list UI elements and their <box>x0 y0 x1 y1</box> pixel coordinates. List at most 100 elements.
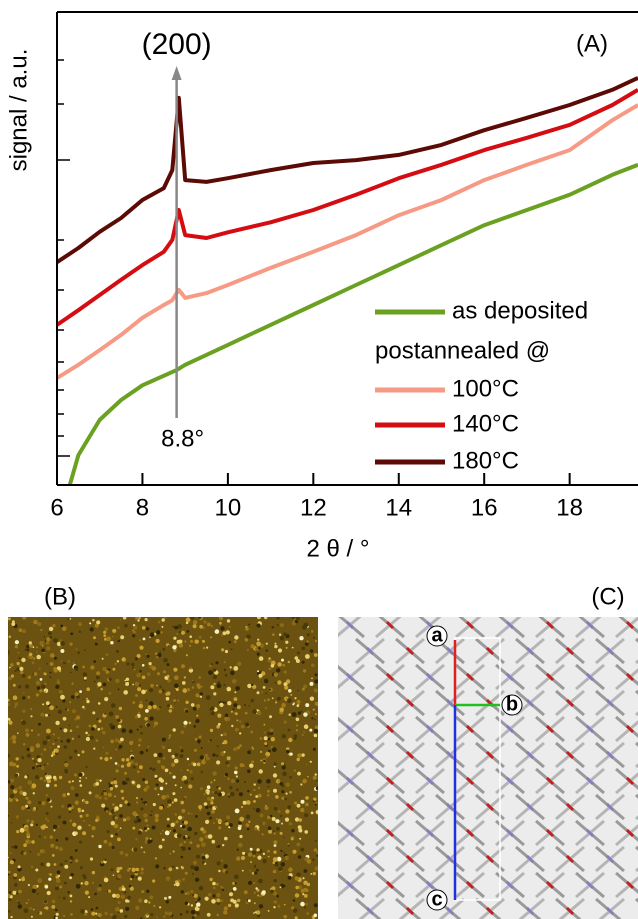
grain <box>238 792 243 797</box>
grain <box>215 805 218 809</box>
grain <box>93 680 96 683</box>
grain <box>94 892 97 896</box>
grain <box>294 817 300 822</box>
grain <box>167 704 171 708</box>
grain <box>172 829 177 833</box>
grain <box>125 816 131 821</box>
grain <box>297 825 302 830</box>
grain <box>110 913 113 916</box>
grain <box>18 685 22 689</box>
bond <box>425 724 435 734</box>
grain <box>114 662 117 665</box>
grain <box>46 826 48 829</box>
grain <box>21 720 26 726</box>
grain <box>309 681 314 686</box>
bond <box>505 724 515 734</box>
grain <box>139 765 143 770</box>
grain <box>155 655 159 659</box>
grain <box>169 852 172 855</box>
grain <box>206 797 211 801</box>
grain <box>70 856 73 859</box>
grain <box>99 884 102 887</box>
grain <box>177 815 183 820</box>
grain <box>58 896 60 899</box>
grain <box>13 873 18 877</box>
grain <box>23 908 29 913</box>
grain <box>272 869 277 874</box>
grain <box>172 625 175 628</box>
grain <box>273 878 277 883</box>
bond <box>625 672 635 682</box>
grain <box>268 829 273 834</box>
grain <box>57 815 62 819</box>
grain <box>276 617 280 620</box>
bond <box>505 620 515 630</box>
grain <box>239 763 244 768</box>
grain <box>18 657 21 659</box>
grain <box>29 748 34 752</box>
grain <box>180 846 183 849</box>
grain <box>37 912 40 914</box>
grain <box>283 764 286 767</box>
grain <box>259 643 265 648</box>
grain <box>306 640 309 643</box>
grain <box>139 750 144 755</box>
grain <box>172 775 176 779</box>
grain <box>127 802 131 807</box>
grain <box>254 871 258 875</box>
grain <box>169 830 172 832</box>
grain <box>71 806 74 809</box>
grain <box>251 683 254 687</box>
bond <box>545 828 555 838</box>
grain <box>194 737 198 741</box>
grain <box>135 905 140 911</box>
grain <box>262 686 266 689</box>
grain <box>187 826 192 832</box>
grain <box>234 882 237 885</box>
grain <box>42 740 48 746</box>
grain <box>291 838 294 841</box>
grain <box>196 707 199 710</box>
grain <box>68 810 71 813</box>
grain <box>281 765 286 770</box>
grain <box>132 701 136 704</box>
grain <box>35 823 38 826</box>
grain <box>203 620 207 624</box>
grain <box>159 786 164 791</box>
grain <box>295 729 299 732</box>
grain <box>144 839 149 844</box>
grain <box>35 763 38 766</box>
grain <box>267 910 270 912</box>
grain <box>209 816 213 820</box>
grain <box>161 745 164 748</box>
grain <box>43 764 46 766</box>
grain <box>16 830 20 834</box>
grain <box>19 666 24 672</box>
grain <box>85 731 88 735</box>
grain <box>114 738 119 742</box>
grain <box>296 842 301 847</box>
grain <box>246 649 249 652</box>
grain <box>68 780 71 784</box>
grain <box>168 734 172 737</box>
grain <box>296 699 301 704</box>
grain <box>153 753 158 757</box>
grain <box>141 675 146 680</box>
grain <box>133 631 136 634</box>
grain <box>57 709 63 715</box>
grain <box>195 815 198 818</box>
grain <box>260 750 263 754</box>
axis-label: b <box>506 693 518 715</box>
grain <box>234 640 237 644</box>
grain <box>190 703 195 707</box>
grain <box>89 735 94 740</box>
grain <box>168 736 171 739</box>
label-badge <box>426 625 448 647</box>
grain <box>14 702 19 706</box>
grain <box>11 735 17 740</box>
grain <box>226 686 232 692</box>
grain <box>194 866 200 872</box>
grain <box>9 666 11 669</box>
grain <box>17 732 19 734</box>
grain <box>46 862 51 867</box>
